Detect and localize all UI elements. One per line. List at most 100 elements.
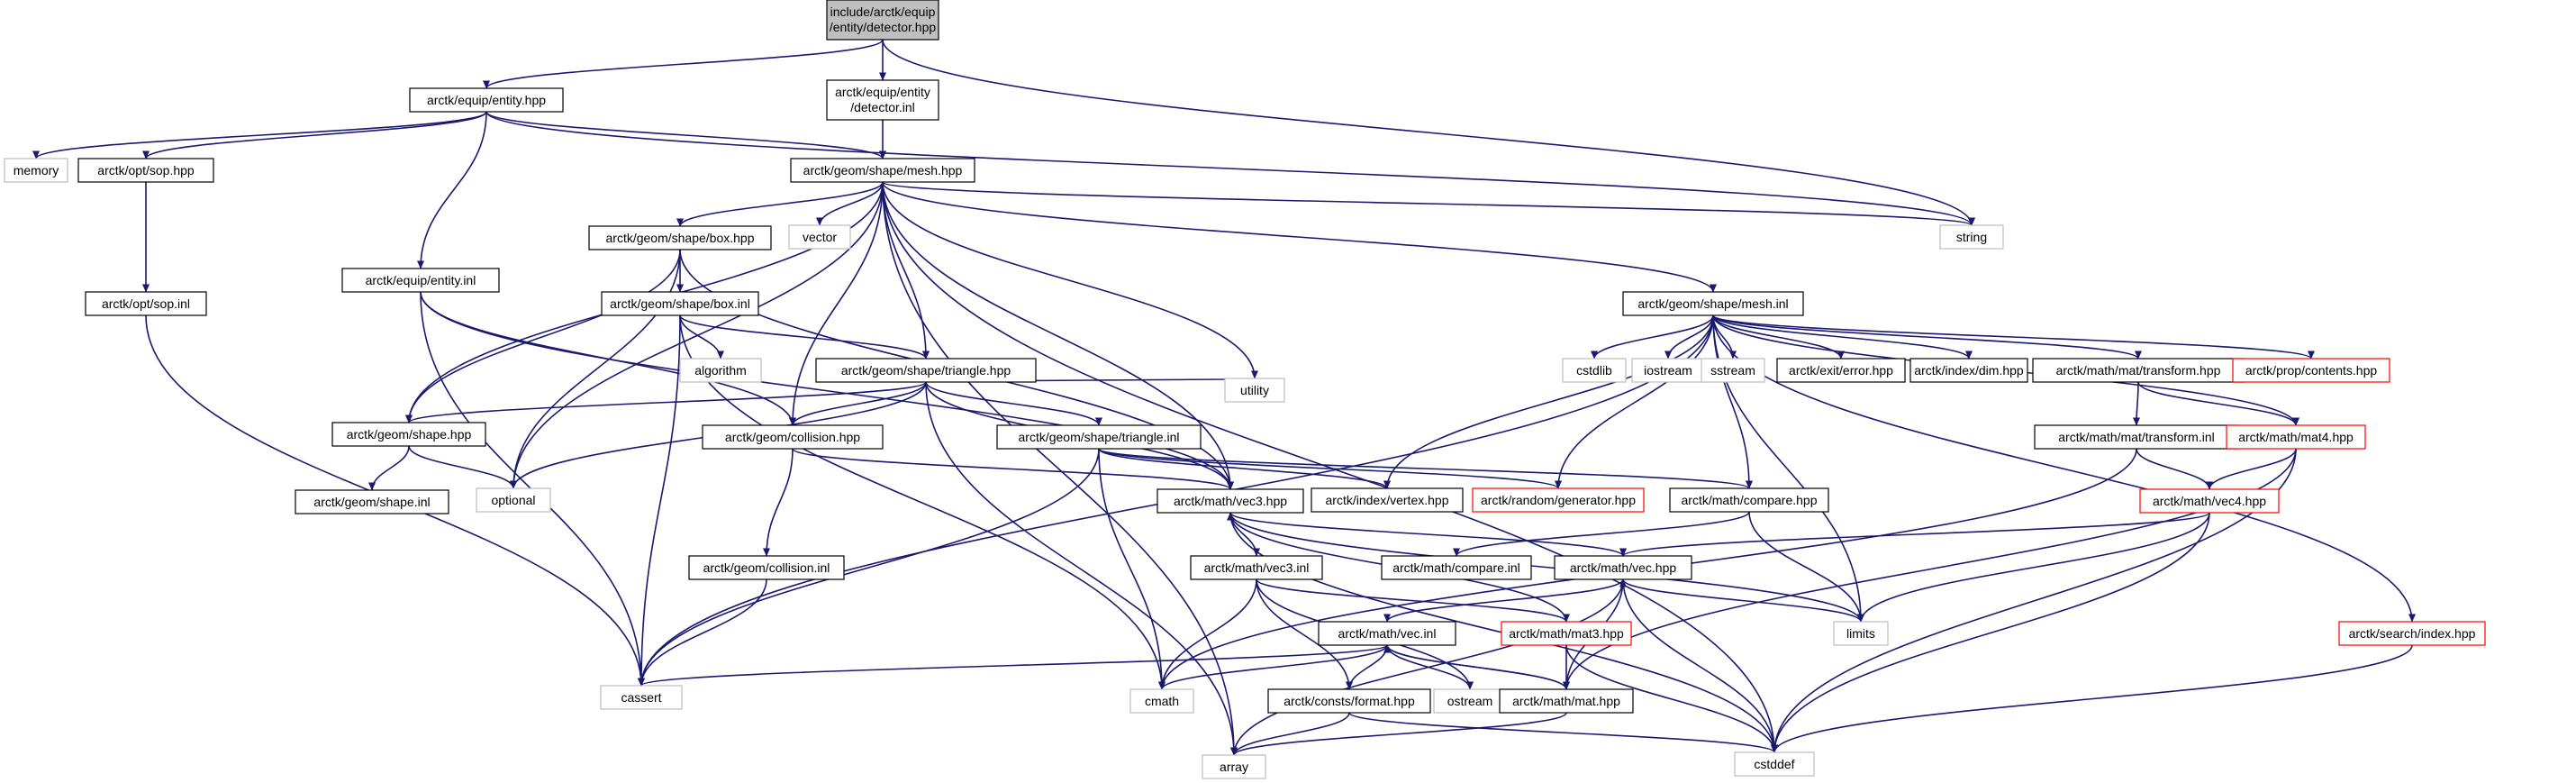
header-node[interactable]: arctk/math/vec3.inl xyxy=(1190,555,1323,580)
node-box xyxy=(1701,358,1765,383)
nodes-layer: include/arctk/equip/entity/detector.hpp a… xyxy=(4,0,2486,779)
header-node[interactable]: arctk/math/compare.inl xyxy=(1381,555,1532,580)
dependency-edge xyxy=(882,181,1234,490)
dependency-edge xyxy=(789,181,884,426)
header-node[interactable]: include/arctk/equip/entity/detector.hpp xyxy=(826,0,939,41)
header-node[interactable]: arctk/opt/sop.inl xyxy=(85,291,207,316)
node-label: memory xyxy=(14,163,59,178)
node-label: arctk/math/vec3.inl xyxy=(1204,560,1310,575)
node-label: limits xyxy=(1846,626,1875,641)
node-box xyxy=(679,358,762,383)
dependency-edge xyxy=(1712,314,2142,360)
node-label: utility xyxy=(1240,383,1269,397)
header-node[interactable]: arctk/consts/format.hpp xyxy=(1267,688,1431,714)
node-box xyxy=(2034,424,2239,450)
node-box xyxy=(1554,555,1692,580)
dependency-edge xyxy=(485,111,1975,226)
node-label: cstdlib xyxy=(1576,363,1612,378)
dependency-edge xyxy=(1771,512,2210,753)
node-label: arctk/math/vec.inl xyxy=(1338,626,1437,641)
header-node[interactable]: arctk/geom/shape/box.inl xyxy=(601,291,759,316)
node-box xyxy=(1734,751,1815,777)
header-node[interactable]: arctk/geom/shape.inl xyxy=(295,489,449,514)
dependency-edge xyxy=(1565,644,1778,753)
header-node[interactable]: arctk/geom/collision.inl xyxy=(688,555,845,580)
dependency-edge xyxy=(1098,448,1166,690)
node-box xyxy=(1156,488,1304,514)
header-node[interactable]: arctk/geom/shape/box.hpp xyxy=(588,225,772,250)
node-label: arctk/equip/entity xyxy=(835,85,930,99)
node-box xyxy=(2032,358,2245,383)
node-box xyxy=(1562,358,1627,383)
external-header-node: iostream xyxy=(1631,358,1705,383)
node-box xyxy=(2338,621,2486,646)
dependency-edge xyxy=(1453,511,1750,557)
external-header-node: array xyxy=(1202,754,1266,779)
header-node[interactable]: arctk/math/compare.hpp xyxy=(1669,487,1829,513)
dependency-edge xyxy=(882,181,1975,226)
dependency-edge xyxy=(1771,644,2413,753)
header-node[interactable]: arctk/geom/shape/mesh.hpp xyxy=(790,158,975,183)
node-label: arctk/geom/shape/triangle.inl xyxy=(1019,430,1180,444)
node-box xyxy=(295,489,449,514)
dependency-edge xyxy=(405,249,681,423)
node-box xyxy=(1202,754,1266,779)
dependency-edge xyxy=(679,314,930,360)
node-label: arctk/geom/collision.hpp xyxy=(725,430,860,444)
node-label: arctk/index/vertex.hpp xyxy=(1326,493,1449,507)
header-node[interactable]: arctk/geom/shape/triangle.hpp xyxy=(815,358,1037,383)
dependency-edge xyxy=(789,381,927,426)
node-box xyxy=(1501,621,1632,646)
dependency-edge xyxy=(1098,448,1753,489)
header-node[interactable]: arctk/math/mat.hpp xyxy=(1499,688,1634,714)
header-node[interactable]: arctk/math/mat/transform.hpp xyxy=(2032,358,2245,383)
header-node[interactable]: arctk/geom/shape/triangle.inl xyxy=(996,424,1202,450)
node-label: arctk/geom/shape.hpp xyxy=(347,427,472,442)
node-box xyxy=(1622,291,1804,316)
dependency-edge xyxy=(1229,512,1627,557)
header-node[interactable]: arctk/equip/entity/detector.inl xyxy=(826,79,939,121)
header-node[interactable]: arctk/geom/shape.hpp xyxy=(331,422,486,447)
dependency-edge xyxy=(676,181,884,227)
node-box xyxy=(1190,555,1323,580)
header-node[interactable]: arctk/search/index.hpp xyxy=(2338,621,2486,646)
node-box xyxy=(588,225,772,250)
node-label: array xyxy=(1220,760,1248,774)
header-node[interactable]: arctk/prop/contents.hpp xyxy=(2232,358,2390,383)
header-node[interactable]: arctk/exit/error.hpp xyxy=(1776,358,1906,383)
node-box xyxy=(2226,424,2366,450)
header-node[interactable]: arctk/math/vec4.hpp xyxy=(2139,488,2280,514)
dependency-edge xyxy=(1857,512,2210,623)
header-node[interactable]: arctk/equip/entity.inl xyxy=(341,268,500,293)
dependency-edge xyxy=(408,445,517,489)
header-node[interactable]: arctk/index/vertex.hpp xyxy=(1311,487,1464,513)
dependency-edge xyxy=(1622,578,1778,753)
node-label: vector xyxy=(803,230,837,244)
external-header-node: algorithm xyxy=(679,358,762,383)
header-node[interactable]: arctk/math/vec.inl xyxy=(1318,621,1456,646)
node-label: arctk/geom/shape.inl xyxy=(313,495,430,509)
node-label: arctk/prop/contents.hpp xyxy=(2245,363,2378,378)
dependency-edge xyxy=(2133,381,2141,426)
header-node[interactable]: arctk/math/vec.hpp xyxy=(1554,555,1692,580)
node-label: arctk/equip/entity.hpp xyxy=(427,93,546,107)
header-node[interactable]: arctk/geom/collision.hpp xyxy=(702,424,884,450)
header-node[interactable]: arctk/math/vec3.hpp xyxy=(1156,488,1304,514)
header-node[interactable]: arctk/geom/shape/mesh.inl xyxy=(1622,291,1804,316)
external-header-node: cmath xyxy=(1129,688,1194,714)
header-node[interactable]: arctk/math/mat/transform.inl xyxy=(2034,424,2239,450)
node-label: arctk/math/mat3.hpp xyxy=(1509,626,1624,641)
node-label: cassert xyxy=(621,690,661,705)
external-header-node: limits xyxy=(1833,621,1889,646)
node-label: arctk/equip/entity.inl xyxy=(366,273,476,287)
header-node[interactable]: arctk/index/dim.hpp xyxy=(1909,358,2028,383)
header-node[interactable]: arctk/equip/entity.hpp xyxy=(409,87,564,113)
header-node[interactable]: arctk/math/mat3.hpp xyxy=(1501,621,1632,646)
dependency-edge xyxy=(485,111,886,159)
header-node[interactable]: arctk/opt/sop.hpp xyxy=(77,158,214,183)
dependency-edge xyxy=(420,291,1234,490)
node-box xyxy=(341,268,500,293)
header-node[interactable]: arctk/random/generator.hpp xyxy=(1472,487,1645,513)
node-box xyxy=(1939,224,2004,250)
header-node[interactable]: arctk/math/mat4.hpp xyxy=(2226,424,2366,450)
